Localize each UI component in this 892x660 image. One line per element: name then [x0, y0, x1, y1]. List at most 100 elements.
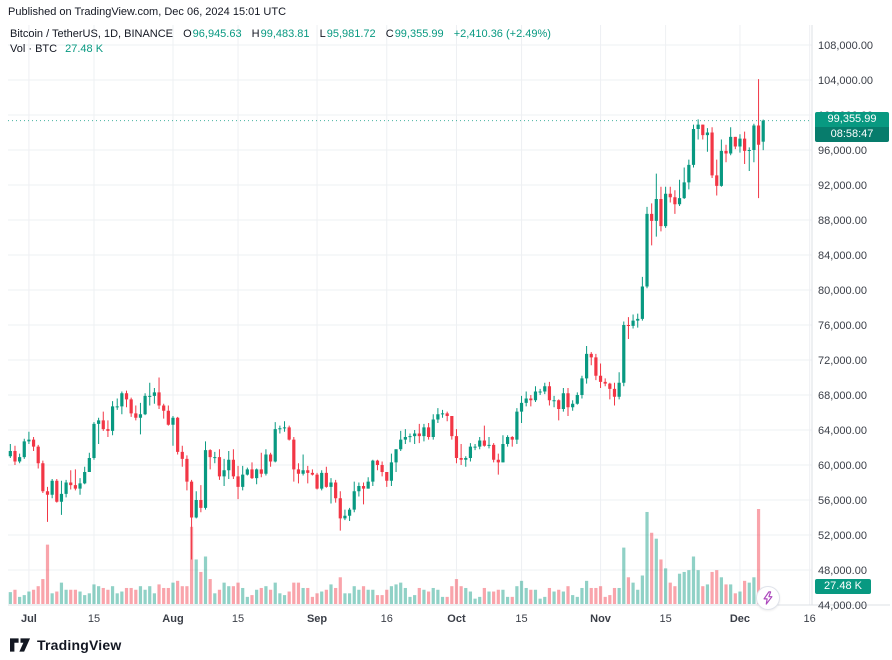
candle-body	[97, 420, 101, 424]
last-price-badge: 99,355.99 08:58:47	[815, 112, 889, 142]
volume-bar	[436, 589, 440, 604]
volume-bar	[320, 591, 324, 604]
volume-bar	[691, 556, 696, 604]
volume-bar	[519, 580, 524, 604]
volume-bar	[598, 586, 603, 604]
candle-body	[22, 441, 26, 458]
candle-body	[585, 353, 589, 379]
volume-bar	[241, 587, 245, 604]
volume-bar	[417, 587, 421, 604]
price-axis-label: 48,000.00	[818, 565, 867, 577]
candle-body	[64, 482, 68, 494]
chart-legend: Bitcoin / TetherUS, 1D, BINANCE O96,945.…	[10, 27, 551, 57]
candle-body	[92, 423, 96, 458]
candle-body	[282, 427, 287, 429]
low-label: L	[319, 28, 326, 40]
candle-body	[673, 197, 677, 205]
volume-bar	[22, 595, 26, 604]
candle-body	[268, 454, 273, 462]
volume-bar	[664, 568, 668, 604]
volume-bar	[654, 538, 658, 604]
candle-body	[259, 469, 263, 474]
volume-bar	[524, 587, 528, 604]
volume-bar	[329, 584, 333, 604]
candle-body	[752, 125, 756, 150]
candle-body	[78, 483, 82, 489]
volume-bar	[106, 589, 110, 604]
volume-bar	[138, 586, 143, 604]
volume-bar	[394, 584, 398, 604]
volume-bar	[143, 589, 147, 604]
volume-bar	[752, 577, 756, 604]
flash-button[interactable]	[756, 586, 780, 610]
volume-bar	[268, 589, 273, 604]
candle-body	[594, 357, 598, 376]
volume-bar	[296, 582, 301, 604]
candle-body	[176, 417, 180, 452]
candle-body	[73, 485, 77, 489]
volume-bar	[408, 596, 412, 604]
volume-bar	[101, 587, 105, 604]
time-axis-label: 16	[804, 613, 816, 625]
time-axis-label: Nov	[590, 613, 612, 625]
candle-body	[324, 472, 328, 487]
candle-body	[478, 440, 482, 447]
candle-body	[134, 413, 138, 418]
volume-bar	[236, 582, 240, 604]
candle-body	[110, 406, 115, 431]
volume-bar	[510, 596, 514, 604]
volume-bar	[324, 589, 328, 604]
candle-body	[148, 395, 152, 397]
candle-body	[473, 446, 477, 448]
volume-bar	[282, 595, 287, 604]
volume-bar	[659, 559, 663, 604]
volume-bar	[208, 579, 212, 604]
candle-body	[645, 213, 649, 287]
volume-bar	[515, 586, 519, 604]
close-label: C	[385, 28, 394, 40]
candle-body	[571, 403, 575, 408]
candle-body	[231, 459, 235, 477]
candle-body	[719, 150, 723, 186]
candle-body	[612, 388, 617, 397]
volume-bar	[380, 595, 384, 604]
price-axis-label: 92,000.00	[818, 180, 867, 192]
volume-bar	[83, 595, 87, 604]
volume-bar	[78, 591, 82, 604]
candle-body	[413, 433, 417, 437]
volume-bar	[589, 587, 593, 604]
volume-bar	[176, 580, 180, 604]
candle-body	[403, 437, 407, 440]
volume-bar	[547, 587, 552, 604]
candle-body	[138, 414, 143, 418]
volume-bar	[185, 586, 189, 604]
last-price-value: 99,355.99	[815, 112, 889, 127]
volume-bar	[171, 582, 175, 604]
volume-bar	[645, 511, 649, 604]
volume-bar	[482, 587, 486, 604]
volume-bar	[464, 587, 468, 604]
volume-bar	[733, 593, 737, 604]
volume-bar	[287, 591, 291, 604]
change-value: +2,410.36 (+2.49%)	[453, 28, 551, 40]
volume-bar	[124, 587, 129, 604]
candle-body	[334, 482, 338, 499]
volume-bar	[426, 591, 431, 604]
volume-bar	[36, 586, 40, 604]
volume-bar	[120, 591, 124, 604]
volume-bar	[715, 570, 719, 604]
volume-bar	[213, 593, 217, 604]
candle-body	[589, 353, 593, 358]
tradingview-attribution[interactable]: TradingView	[10, 637, 121, 653]
volume-bar	[203, 556, 208, 604]
volume-bar	[166, 587, 170, 604]
candle-body	[529, 398, 533, 401]
candle-body	[519, 402, 524, 412]
candle-body	[27, 439, 31, 442]
candle-body	[366, 481, 370, 489]
volume-bar	[501, 589, 505, 604]
volume-bar	[617, 587, 621, 604]
candle-body	[501, 444, 505, 463]
price-axis-label: 80,000.00	[818, 285, 867, 297]
